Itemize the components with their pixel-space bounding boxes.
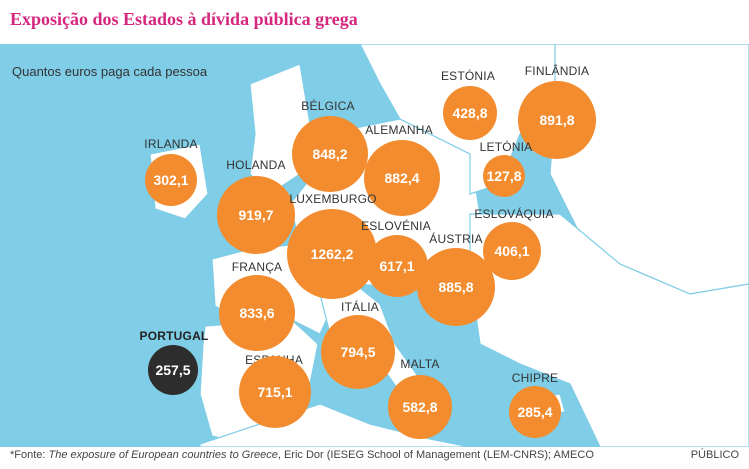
value-bubble-italia: 794,5 [321,315,395,389]
country-label-luxemburgo: LUXEMBURGO [289,192,377,206]
source-prefix: *Fonte: [10,449,49,461]
value-bubble-alemanha: 882,4 [364,140,440,216]
country-label-franca: FRANÇA [231,260,283,274]
country-label-austria: ÁUSTRIA [429,232,483,246]
country-label-irlanda: IRLANDA [144,137,198,151]
value-bubble-eslovaquia: 406,1 [483,222,541,280]
country-label-holanda: HOLANDA [226,158,286,172]
country-label-estonia: ESTÓNIA [440,69,496,83]
value-bubble-chipre: 285,4 [509,386,561,438]
map-subtitle: Quantos euros paga cada pessoa [12,64,208,79]
country-label-malta: MALTA [400,357,440,371]
value-bubble-irlanda: 302,1 [145,154,197,206]
country-label-eslovenia: ESLOVÉNIA [361,219,431,233]
value-bubble-luxemburgo: 1262,2 [287,209,377,299]
value-bubble-espanha: 715,1 [239,356,311,428]
value-bubble-letonia: 127,8 [483,155,525,197]
country-label-belgica: BÉLGICA [301,99,355,113]
country-label-finlandia: FINLÂNDIA [524,64,590,78]
value-bubble-finlandia: 891,8 [518,81,596,159]
source-rest: , Eric Dor (IESEG School of Management (… [277,449,594,461]
value-bubble-franca: 833,6 [219,275,295,351]
value-bubble-malta: 582,8 [388,375,452,439]
country-label-portugal: PORTUGAL [139,329,209,343]
value-bubble-belgica: 848,2 [292,116,368,192]
country-label-italia: ITÁLIA [341,300,379,314]
value-bubble-portugal: 257,5 [148,345,198,395]
country-label-chipre: CHIPRE [511,371,559,385]
country-label-alemanha: ALEMANHA [365,123,433,137]
page-title: Exposição dos Estados à dívida pública g… [10,9,358,29]
country-label-letonia: LETÓNIA [479,140,533,154]
value-bubble-holanda: 919,7 [217,176,295,254]
map: Quantos euros paga cada pessoa IRLANDA 3… [0,44,749,447]
value-bubble-austria: 885,8 [417,248,495,326]
source-work-title: The exposure of European countries to Gr… [48,449,278,461]
country-label-eslovaquia: ESLOVÁQUIA [474,207,554,221]
source-note: *Fonte: The exposure of European countri… [10,449,594,461]
value-bubble-estonia: 428,8 [443,86,497,140]
brand-publico: PÚBLICO [690,449,739,461]
